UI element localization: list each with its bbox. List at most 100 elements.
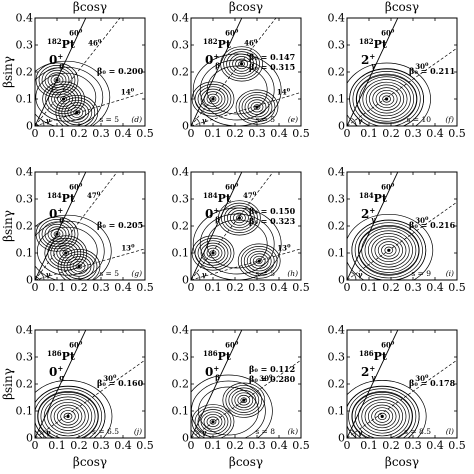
gamma-line [35, 172, 118, 280]
x-tick-label: 0.4 [426, 281, 444, 294]
ylabel: βsinγ [1, 210, 15, 242]
y-tick-label: 0 [338, 432, 345, 445]
contour-line [240, 397, 248, 404]
bottom-xlabel: βcosγ [385, 455, 419, 469]
x-tick-label: 0.4 [426, 127, 444, 140]
contour-line [347, 386, 420, 438]
contour-line [354, 222, 423, 279]
y-tick-label: 0.2 [172, 220, 190, 233]
gamma-60-line [347, 18, 399, 126]
nucleus-label: 184Pt [47, 191, 76, 205]
ylabel: βsinγ [1, 368, 15, 400]
x-tick-label: 0.4 [114, 439, 132, 452]
contour-line [197, 409, 229, 435]
contour-line [66, 256, 92, 277]
x-tick-label: 0.5 [448, 439, 466, 452]
contour-line [192, 207, 282, 280]
contour-line [238, 91, 276, 123]
contour-line [47, 237, 85, 269]
x-tick-label: 0.3 [92, 127, 110, 140]
x-tick-label: 0.5 [292, 439, 310, 452]
minimum-point [387, 248, 391, 252]
x-tick-label: 0.3 [248, 439, 266, 452]
contour-line [199, 213, 275, 275]
top-xlabel: βcosγ [229, 0, 263, 14]
contour-line [38, 218, 76, 250]
contour-line [35, 214, 112, 280]
x-tick-label: 0.4 [270, 127, 288, 140]
contour-line [37, 391, 99, 438]
scale-label: s = 9 [411, 269, 431, 278]
x-tick-label: 0.1 [360, 439, 378, 452]
x-tick-label: 0.3 [248, 127, 266, 140]
contour-line [377, 241, 400, 260]
y-tick-label: 0.1 [172, 247, 190, 260]
y-tick-label: 0.3 [16, 39, 34, 52]
x-tick-label: 0.2 [382, 439, 400, 452]
x-tick-label: 0.3 [92, 439, 110, 452]
minimum-point [66, 414, 70, 418]
x-tick-label: 0.5 [136, 281, 154, 294]
scale-label: s = 5 [255, 115, 275, 124]
contour-line [36, 226, 98, 276]
minimum-point [55, 78, 59, 82]
contour-line [58, 97, 96, 126]
y-tick-label: 0.2 [16, 378, 34, 391]
contour-line [43, 396, 93, 437]
beta0-annotation: β₀ = 0.150 [249, 206, 296, 216]
contour-line [50, 401, 86, 431]
state-label: 0+ g [49, 52, 64, 70]
y-tick-label: 0.2 [172, 378, 190, 391]
contour-line [371, 407, 394, 426]
contour-line [375, 89, 398, 109]
contour-line [206, 65, 268, 115]
angle-label: 600 [225, 29, 239, 38]
contour-line [226, 51, 257, 77]
contour-line [70, 107, 84, 118]
contour-line [47, 399, 89, 434]
contour-line [35, 386, 106, 438]
contour-line [356, 74, 417, 124]
contour-line [237, 243, 281, 279]
contour-line [250, 101, 264, 113]
y-tick-label: 0.3 [172, 351, 190, 364]
nucleus-label: 182Pt [203, 37, 232, 51]
contour-line [354, 393, 410, 438]
x-tick-label: 0.3 [92, 281, 110, 294]
contour-line [352, 71, 421, 126]
nucleus-label: 186Pt [203, 349, 232, 363]
angle-label: 600 [225, 341, 239, 350]
minimum-point [380, 414, 384, 418]
contour-line [53, 404, 83, 429]
contour-line [203, 91, 223, 107]
contour-line [51, 88, 76, 110]
x-tick-label: 0.1 [204, 281, 222, 294]
minimum-point [255, 105, 259, 109]
x-tick-label: 0 [188, 281, 195, 294]
contour-line [222, 382, 266, 418]
y-tick-label: 0.4 [328, 166, 346, 179]
contour-line [358, 225, 420, 276]
gamma-line [35, 359, 145, 438]
scale-label: s = 5 [255, 269, 275, 278]
contour-line [38, 64, 76, 96]
y-tick-label: 0.3 [172, 39, 190, 52]
contour-line [228, 387, 260, 413]
y-tick-label: 0.1 [328, 93, 346, 106]
contour-line [73, 109, 81, 116]
x-tick-label: 0.4 [426, 439, 444, 452]
y-tick-label: 0 [26, 432, 33, 445]
contour-line [35, 220, 105, 280]
minimum-point [240, 62, 244, 66]
panel-d: γ0 0.1 0.2 0.3 0.4 0.500.10.20.30.46004601401… [16, 12, 154, 141]
contour-line [194, 237, 232, 269]
beta0-annotation: β₀ = 0.160 [97, 378, 144, 388]
panel-j: γ0 0.1 0.2 0.3 0.4 0.500.10.20.30.4600300186P… [16, 324, 154, 453]
contour-line [359, 76, 415, 122]
x-tick-label: 0.5 [292, 281, 310, 294]
x-tick-label: 0.2 [70, 281, 88, 294]
gamma-60-line [35, 330, 87, 438]
gamma-symbol: γ [202, 116, 207, 125]
angle-label: 600 [69, 29, 83, 38]
ylabel: βsinγ [1, 56, 15, 88]
